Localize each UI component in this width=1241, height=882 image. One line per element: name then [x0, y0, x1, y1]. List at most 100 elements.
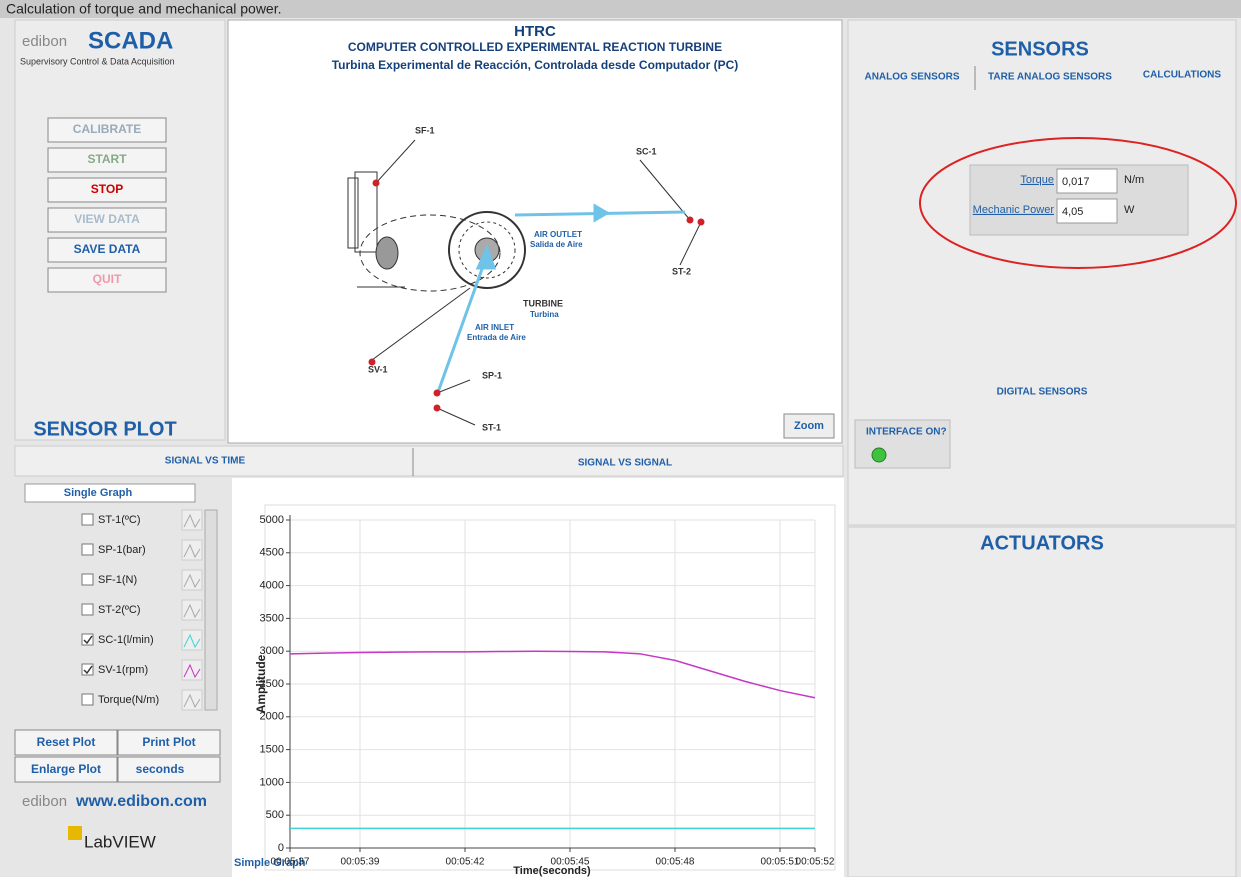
caption-bar — [0, 0, 1241, 18]
shape — [347, 177, 359, 249]
unit[interactable]: seconds — [136, 762, 185, 776]
unit-dropdown[interactable] — [117, 756, 221, 783]
button[interactable] — [47, 177, 167, 203]
channel-icon-line — [183, 693, 201, 709]
checkbox[interactable] — [81, 513, 94, 526]
dot — [372, 179, 380, 187]
button-label[interactable]: QUIT — [93, 272, 122, 286]
checkbox[interactable] — [81, 633, 94, 646]
label: TURBINE — [523, 298, 563, 308]
label: AIR INLET — [475, 323, 514, 332]
button[interactable] — [47, 147, 167, 173]
calc-value: 0,017 — [1062, 176, 1090, 188]
y-axis-label: Amplitude — [254, 654, 268, 713]
calc-unit: W — [1124, 204, 1135, 216]
x-axis-label: Time(seconds) — [513, 865, 591, 877]
arrowhead — [475, 243, 497, 270]
checkbox[interactable] — [81, 663, 94, 676]
label: SV-1 — [368, 364, 388, 374]
channel-name[interactable]: SF-1(N) — [98, 574, 137, 586]
channel-icon-line — [183, 603, 201, 619]
calc-label: Mechanic Power — [973, 204, 1055, 216]
channel-name[interactable]: SV-1(rpm) — [98, 664, 148, 676]
shape — [448, 211, 526, 289]
button-label[interactable]: STOP — [91, 182, 123, 196]
shape — [354, 171, 378, 253]
website: www.edibon.com — [75, 793, 207, 810]
shape — [679, 221, 702, 266]
mode[interactable]: Single Graph — [64, 487, 133, 499]
shape — [436, 407, 476, 426]
diagram-title: HTRC — [514, 23, 556, 40]
logo-product: SCADA — [88, 27, 173, 54]
shape — [436, 379, 471, 394]
channel-name[interactable]: ST-1(ºC) — [98, 514, 141, 526]
arrowhead — [593, 203, 610, 223]
check[interactable] — [83, 665, 93, 675]
digital-title: DIGITAL SENSORS — [997, 387, 1088, 398]
button[interactable] — [47, 237, 167, 263]
x-tick-label: 00:05:51 — [761, 857, 800, 868]
actuators-title: ACTUATORS — [980, 532, 1104, 554]
checkbox[interactable] — [81, 543, 94, 556]
button-label[interactable]: START — [87, 152, 127, 166]
tab[interactable]: TARE ANALOG SENSORS — [988, 72, 1112, 83]
channel-name[interactable]: Torque(N/m) — [98, 694, 159, 706]
channel-icon-line — [183, 543, 201, 559]
diagram-panel — [227, 19, 843, 444]
channel-name[interactable]: ST-2(ºC) — [98, 604, 141, 616]
plot-title: SENSOR PLOT — [33, 418, 176, 440]
sensor-dots — [368, 179, 705, 412]
y-tick-label: 2000 — [260, 711, 284, 723]
plot-button-label[interactable]: Print Plot — [142, 735, 195, 749]
label: ST-2 — [672, 266, 691, 276]
tab[interactable]: SIGNAL VS TIME — [165, 456, 246, 467]
dot — [433, 389, 441, 397]
y-tick-label: 2500 — [260, 678, 284, 690]
channel-icon-line — [183, 663, 201, 679]
checkbox[interactable] — [81, 603, 94, 616]
x-tick-label: 00:05:37 — [271, 857, 310, 868]
button[interactable] — [47, 207, 167, 233]
button-label[interactable]: SAVE DATA — [74, 242, 141, 256]
plot-tabs — [14, 445, 844, 477]
plot-button-label[interactable]: Reset Plot — [37, 735, 96, 749]
label: ST-1 — [482, 422, 501, 432]
tab[interactable]: ANALOG SENSORS — [864, 72, 959, 83]
tab[interactable]: CALCULATIONS — [1143, 70, 1221, 81]
highlight — [919, 137, 1237, 269]
plot-button[interactable] — [14, 729, 118, 756]
tab[interactable]: SIGNAL VS SIGNAL — [578, 458, 672, 469]
x-tick-label: 00:05:45 — [551, 857, 590, 868]
zoom-button[interactable] — [783, 413, 835, 439]
mode-dropdown[interactable] — [24, 483, 196, 503]
checkbox[interactable] — [81, 693, 94, 706]
label: Turbina — [530, 310, 559, 319]
plot-button-label[interactable]: Enlarge Plot — [31, 762, 101, 776]
check[interactable] — [83, 635, 93, 645]
shape — [359, 214, 501, 292]
button-label[interactable]: CALIBRATE — [73, 122, 141, 136]
zoom-label[interactable]: Zoom — [794, 420, 824, 432]
led — [871, 447, 887, 463]
checkbox[interactable] — [81, 573, 94, 586]
scrollbar[interactable] — [204, 509, 218, 711]
channel-icon-line — [183, 633, 201, 649]
calc-field — [1056, 198, 1118, 224]
calc-value: 4,05 — [1062, 206, 1083, 218]
plot-button[interactable] — [14, 756, 118, 783]
y-tick-label: 0 — [278, 842, 284, 854]
y-tick-label: 3500 — [260, 612, 284, 624]
channel-name[interactable]: SP-1(bar) — [98, 544, 146, 556]
plot-button[interactable] — [117, 729, 221, 756]
label: Salida de Aire — [530, 240, 583, 249]
diagram-subtitle: COMPUTER CONTROLLED EXPERIMENTAL REACTIO… — [348, 40, 722, 54]
x-tick-label: 00:05:42 — [446, 857, 485, 868]
channel-name[interactable]: SC-1(l/min) — [98, 634, 154, 646]
button[interactable] — [47, 117, 167, 143]
button[interactable] — [47, 267, 167, 293]
calc-label: Torque — [1020, 174, 1054, 186]
button-label[interactable]: VIEW DATA — [74, 212, 140, 226]
